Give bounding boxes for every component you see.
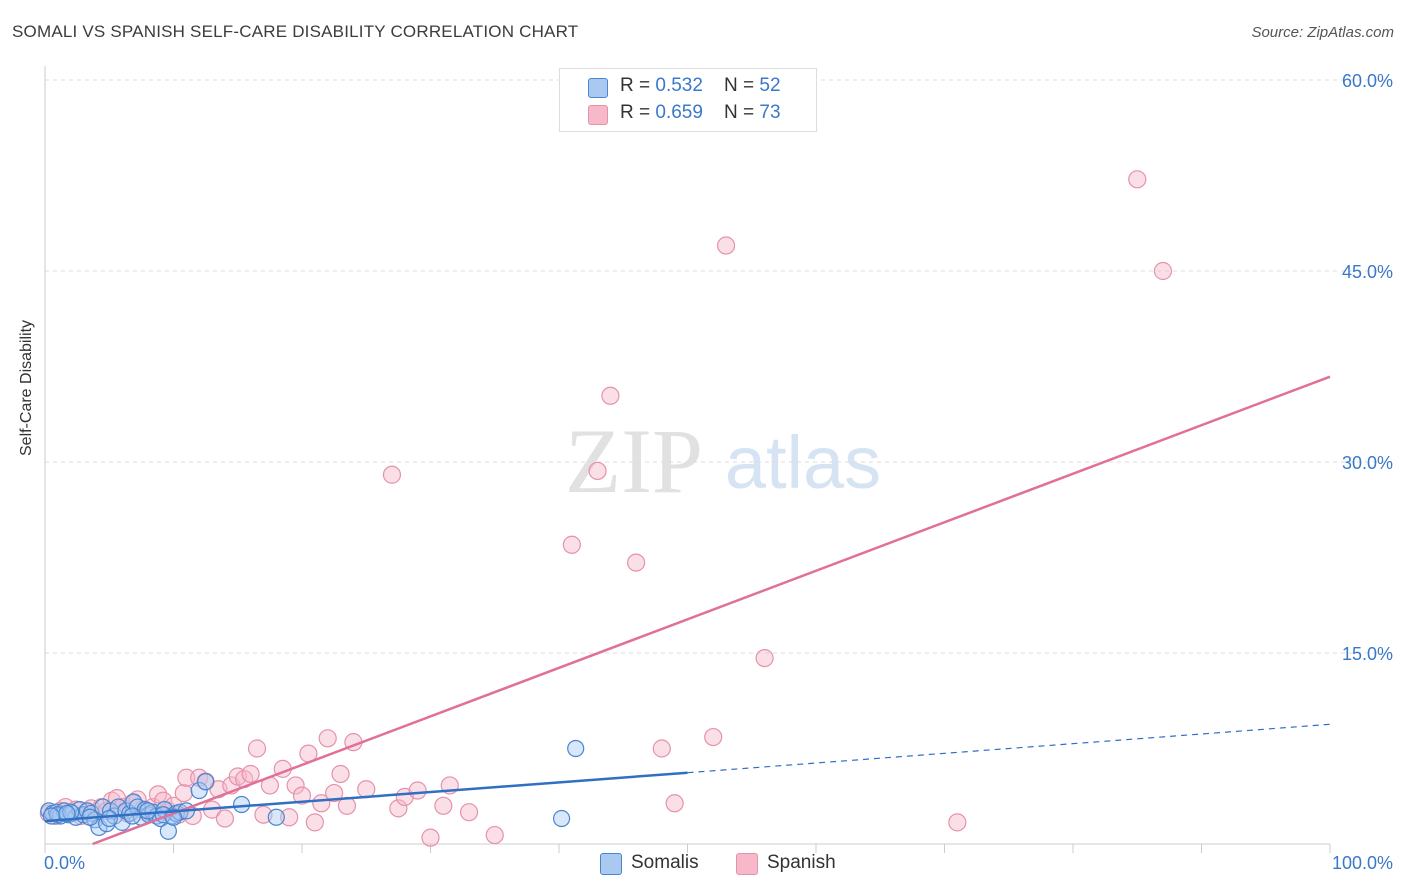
correlation-legend: R = 0.532 N = 52 R = 0.659 N = 73	[559, 68, 817, 132]
data-point-spanish	[421, 828, 440, 847]
legend-n-label: N =	[724, 75, 760, 96]
data-point-spanish	[665, 794, 684, 813]
y-tick-label: 15.0%	[1342, 644, 1393, 664]
data-point-spanish	[626, 553, 646, 572]
legend-label-spanish: Spanish	[767, 852, 836, 873]
data-point-spanish	[601, 386, 620, 405]
data-point-somalis	[233, 795, 251, 814]
trendline-somalis	[44, 771, 688, 823]
data-point-spanish	[652, 739, 671, 758]
tick-label-layer: 15.0% 30.0% 45.0% 60.0% 0.0% 100.0%	[44, 71, 1393, 873]
data-point-spanish	[704, 727, 723, 747]
data-point-somalis	[100, 809, 118, 828]
data-point-somalis	[567, 739, 585, 758]
data-point-spanish	[382, 465, 402, 484]
y-tick-label: 30.0%	[1342, 453, 1393, 473]
data-point-somalis	[58, 804, 76, 823]
data-point-spanish	[1128, 170, 1147, 189]
data-point-somalis	[197, 773, 215, 791]
data-point-spanish	[755, 648, 774, 668]
data-point-spanish	[292, 786, 312, 805]
legend-r-label: R =	[620, 75, 656, 96]
data-point-spanish	[154, 791, 173, 810]
data-point-spanish	[562, 535, 581, 554]
axis-layer	[44, 66, 1331, 853]
data-point-spanish	[305, 813, 324, 832]
x-tick-label: 0.0%	[44, 853, 85, 873]
data-point-spanish	[280, 808, 299, 827]
grid-layer	[45, 79, 1392, 654]
trendline-spanish	[92, 375, 1331, 846]
watermark-atlas: atlas	[725, 421, 881, 504]
data-point-spanish	[215, 809, 234, 828]
data-point-spanish	[459, 803, 479, 822]
y-tick-label: 45.0%	[1342, 262, 1393, 282]
watermark-zip: ZIP	[565, 410, 703, 512]
data-point-spanish	[318, 729, 337, 748]
data-point-spanish	[948, 813, 967, 832]
data-point-somalis	[139, 802, 157, 820]
legend-r-label: R =	[620, 102, 656, 123]
legend-n-value-spanish: 73	[759, 102, 781, 123]
data-point-spanish	[254, 805, 273, 824]
data-point-somalis	[190, 781, 208, 800]
data-point-spanish	[434, 796, 453, 815]
data-point-somalis	[552, 809, 571, 828]
trendline-somalis-projection	[687, 723, 1331, 774]
data-point-spanish	[174, 783, 193, 803]
data-point-somalis	[267, 808, 285, 826]
data-point-spanish	[177, 768, 196, 787]
legend-swatch-somalis	[600, 853, 622, 875]
data-point-spanish	[588, 461, 607, 481]
legend-n-value-somalis: 52	[759, 75, 781, 96]
legend-swatch-spanish	[588, 105, 608, 125]
chart-title: SOMALI VS SPANISH SELF-CARE DISABILITY C…	[12, 22, 579, 41]
source-label: Source: ZipAtlas.com	[1251, 24, 1394, 41]
data-point-spanish	[716, 236, 736, 255]
data-point-spanish	[286, 776, 305, 795]
data-point-spanish	[241, 764, 260, 784]
y-tick-label: 60.0%	[1342, 71, 1393, 91]
data-point-spanish	[331, 764, 350, 784]
legend-swatch-spanish	[736, 853, 758, 875]
legend-n-label: N =	[724, 102, 760, 123]
data-point-spanish	[247, 739, 267, 758]
legend-label-somalis: Somalis	[631, 852, 699, 873]
data-point-spanish	[389, 799, 408, 818]
data-point-spanish	[1153, 261, 1173, 281]
legend-r-value-spanish: 0.659	[655, 102, 703, 123]
data-point-spanish	[408, 781, 427, 800]
trend-layer	[44, 375, 1331, 846]
data-point-spanish	[485, 825, 504, 845]
x-tick-label: 100.0%	[1332, 853, 1393, 873]
legend-r-value-somalis: 0.532	[655, 75, 703, 96]
data-point-spanish	[325, 783, 344, 803]
legend-swatch-somalis	[588, 78, 608, 98]
